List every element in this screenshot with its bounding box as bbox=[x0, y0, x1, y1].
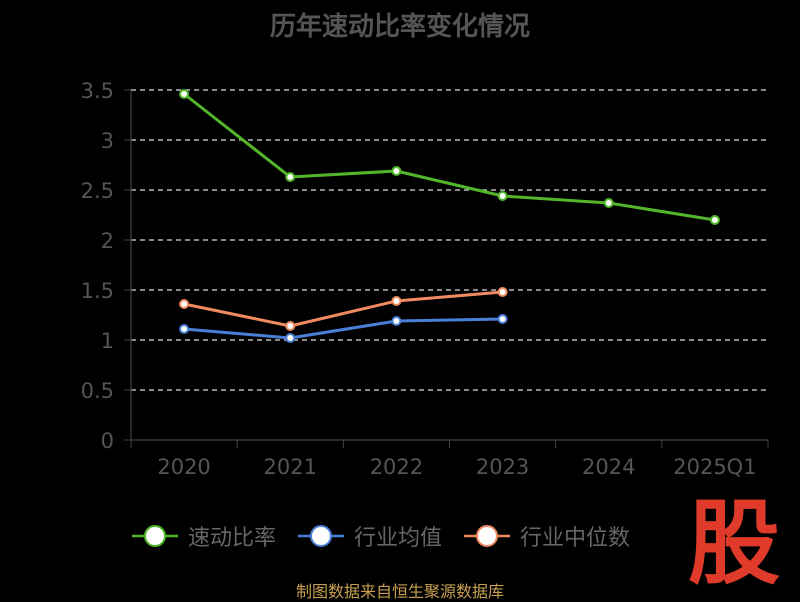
legend-item[interactable]: 行业中位数 bbox=[462, 520, 630, 552]
legend-marker-icon bbox=[464, 525, 511, 547]
legend-label: 行业中位数 bbox=[520, 526, 631, 551]
data-point bbox=[285, 321, 296, 331]
data-point bbox=[497, 287, 508, 297]
data-point bbox=[391, 166, 402, 176]
data-point bbox=[497, 314, 508, 324]
data-point bbox=[709, 215, 720, 225]
data-point bbox=[391, 316, 402, 326]
x-tick-label: 2023 bbox=[476, 455, 529, 479]
x-tick-label: 2024 bbox=[582, 455, 635, 479]
series-line-3 bbox=[183, 290, 503, 328]
x-tick-label: 2020 bbox=[157, 455, 210, 479]
y-tick-label: 0.5 bbox=[81, 379, 114, 403]
y-tick-label: 1 bbox=[101, 329, 114, 353]
legend-label: 速动比率 bbox=[188, 526, 277, 551]
y-tick-label: 1.5 bbox=[81, 279, 114, 303]
x-tick-label: 2025Q1 bbox=[673, 455, 756, 479]
data-source-footer: 制图数据来自恒生聚源数据库 bbox=[295, 582, 504, 601]
data-point bbox=[179, 324, 190, 334]
chart-title: 历年速动比率变化情况 bbox=[269, 12, 530, 42]
x-tick-label: 2022 bbox=[370, 455, 423, 479]
legend-item[interactable]: 速动比率 bbox=[130, 520, 276, 552]
legend-marker-icon bbox=[298, 525, 345, 547]
data-point bbox=[497, 191, 508, 201]
hs-logo: 股 bbox=[688, 490, 781, 597]
data-point bbox=[391, 296, 402, 306]
data-point bbox=[603, 198, 614, 208]
series-line-2 bbox=[183, 317, 503, 340]
y-tick-label: 0 bbox=[101, 429, 114, 453]
data-point bbox=[285, 172, 296, 182]
series-line-1 bbox=[183, 92, 716, 222]
legend: 速动比率 行业均值 行业中位数 bbox=[130, 520, 650, 552]
y-tick-label: 3 bbox=[101, 129, 114, 153]
legend-label: 行业均值 bbox=[354, 526, 443, 551]
legend-item[interactable]: 行业均值 bbox=[296, 520, 442, 552]
data-point bbox=[179, 89, 190, 99]
data-point bbox=[285, 333, 296, 343]
y-tick-label: 3.5 bbox=[81, 79, 114, 103]
y-tick-label: 2 bbox=[101, 229, 114, 253]
y-tick-label: 2.5 bbox=[81, 179, 114, 203]
x-tick-label: 2021 bbox=[264, 455, 317, 479]
legend-marker-icon bbox=[132, 525, 178, 547]
data-point bbox=[179, 299, 190, 309]
